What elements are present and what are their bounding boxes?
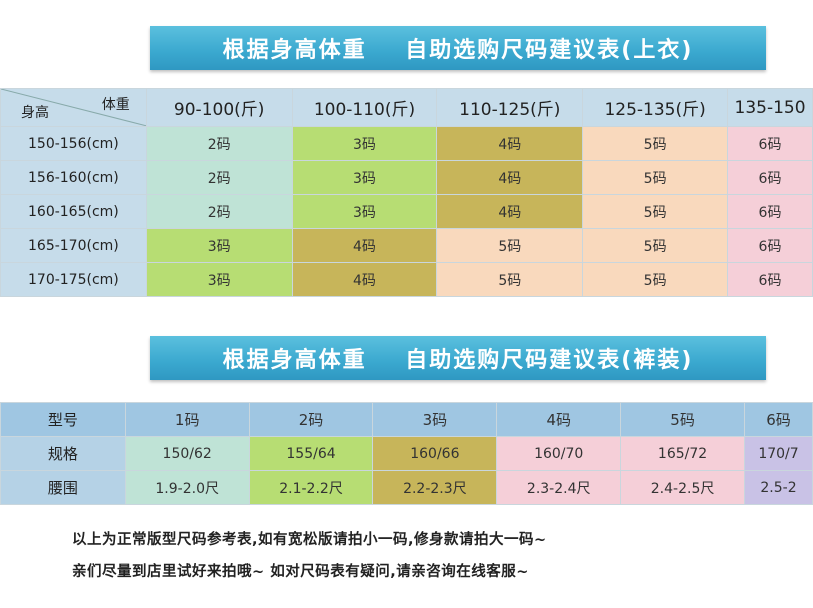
row-label: 规格	[0, 436, 126, 471]
size-cell: 1码	[124, 402, 250, 437]
size-cell: 6码	[727, 126, 813, 161]
spec-cell: 155/64	[248, 436, 374, 471]
corner-weight-label: 体重	[101, 97, 130, 113]
size-cell: 5码	[620, 402, 745, 437]
spec-cell: 160/66	[372, 436, 498, 471]
spec-cell: 165/72	[620, 436, 745, 471]
size-cell: 3码	[145, 262, 293, 297]
diagonal-divider	[1, 89, 146, 126]
size-cell: 6码	[727, 194, 813, 229]
size-cell: 2码	[145, 160, 293, 195]
size-cell: 5码	[582, 228, 729, 263]
height-label: 150-156(cm)	[0, 126, 147, 161]
waist-cell: 2.2-2.3尺	[372, 470, 498, 505]
size-cell: 5码	[582, 160, 729, 195]
corner-cell: 体重 身高	[0, 88, 147, 127]
weight-header: 110-125(斤)	[436, 88, 584, 127]
waist-cell: 2.4-2.5尺	[620, 470, 745, 505]
size-cell: 4码	[436, 160, 584, 195]
table-row: 156-160(cm) 2码 3码 4码 5码 6码	[0, 160, 813, 195]
size-cell: 6码	[727, 228, 813, 263]
size-cell: 3码	[291, 194, 438, 229]
waist-cell: 2.3-2.4尺	[496, 470, 622, 505]
size-cell: 5码	[582, 126, 729, 161]
size-cell: 3码	[291, 160, 438, 195]
top-size-chart-title-banner: 根据身高体重 自助选购尺码建议表(上衣)	[150, 26, 766, 70]
table-row: 165-170(cm) 3码 4码 5码 5码 6码	[0, 228, 813, 263]
weight-header: 125-135(斤)	[582, 88, 729, 127]
size-cell: 6码	[743, 402, 813, 437]
height-label: 156-160(cm)	[0, 160, 147, 195]
waist-cell: 2.5-2	[743, 470, 813, 505]
size-cell: 2码	[248, 402, 374, 437]
height-label: 165-170(cm)	[0, 228, 147, 263]
table-row: 160-165(cm) 2码 3码 4码 5码 6码	[0, 194, 813, 229]
height-label: 170-175(cm)	[0, 262, 147, 297]
size-cell: 4码	[291, 228, 438, 263]
table-row: 150-156(cm) 2码 3码 4码 5码 6码	[0, 126, 813, 161]
height-label: 160-165(cm)	[0, 194, 147, 229]
top-header-row: 体重 身高 90-100(斤) 100-110(斤) 110-125(斤) 12…	[0, 88, 813, 127]
size-cell: 3码	[372, 402, 498, 437]
top-size-chart-title: 根据身高体重 自助选购尺码建议表(上衣)	[222, 38, 694, 63]
size-cell: 2码	[145, 126, 293, 161]
row-label: 腰围	[0, 470, 126, 505]
size-advice-note: 以上为正常版型尺码参考表,如有宽松版请拍小一码,修身款请拍大一码~	[72, 532, 547, 548]
waist-cell: 1.9-2.0尺	[124, 470, 250, 505]
top-size-table: 体重 身高 90-100(斤) 100-110(斤) 110-125(斤) 12…	[0, 88, 813, 297]
weight-header: 90-100(斤)	[145, 88, 293, 127]
contact-service-note: 亲们尽量到店里试好来拍哦~ 如对尺码表有疑问,请亲咨询在线客服~	[72, 564, 529, 580]
size-cell: 3码	[291, 126, 438, 161]
table-row: 腰围 1.9-2.0尺 2.1-2.2尺 2.2-2.3尺 2.3-2.4尺 2…	[0, 470, 813, 505]
spec-cell: 170/7	[743, 436, 813, 471]
size-cell: 4码	[436, 126, 584, 161]
pants-size-table: 型号 1码 2码 3码 4码 5码 6码 规格 150/62 155/64 16…	[0, 402, 813, 505]
corner-height-label: 身高	[21, 105, 49, 121]
size-cell: 4码	[291, 262, 438, 297]
table-row: 170-175(cm) 3码 4码 5码 5码 6码	[0, 262, 813, 297]
table-row: 型号 1码 2码 3码 4码 5码 6码	[0, 402, 813, 437]
pants-size-chart-title-banner: 根据身高体重 自助选购尺码建议表(裤装)	[150, 336, 766, 380]
waist-cell: 2.1-2.2尺	[248, 470, 374, 505]
size-cell: 6码	[727, 262, 813, 297]
size-cell: 5码	[436, 228, 584, 263]
size-cell: 2码	[145, 194, 293, 229]
weight-header: 100-110(斤)	[291, 88, 438, 127]
size-cell: 3码	[145, 228, 293, 263]
spec-cell: 150/62	[124, 436, 250, 471]
size-cell: 5码	[582, 262, 729, 297]
pants-size-chart-title: 根据身高体重 自助选购尺码建议表(裤装)	[222, 348, 694, 373]
size-cell: 6码	[727, 160, 813, 195]
size-cell: 4码	[496, 402, 622, 437]
spec-cell: 160/70	[496, 436, 622, 471]
size-cell: 5码	[582, 194, 729, 229]
size-cell: 4码	[436, 194, 584, 229]
weight-header: 135-150	[727, 88, 813, 127]
size-cell: 5码	[436, 262, 584, 297]
row-label: 型号	[0, 402, 126, 437]
table-row: 规格 150/62 155/64 160/66 160/70 165/72 17…	[0, 436, 813, 471]
